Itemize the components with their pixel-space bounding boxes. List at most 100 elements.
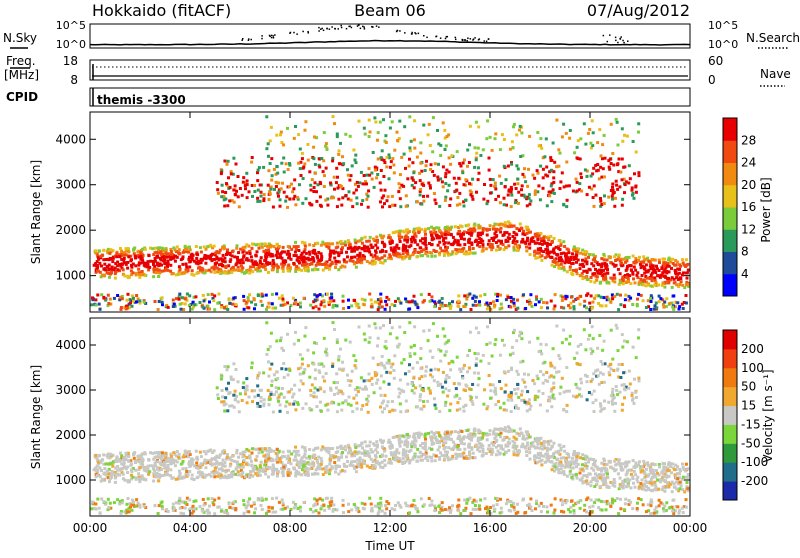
power-cell (538, 234, 541, 237)
power-cell (337, 198, 340, 201)
search-noise-point (462, 40, 464, 42)
power-cell (611, 297, 614, 300)
power-cell (499, 294, 502, 297)
velocity-cell (507, 425, 510, 428)
power-cell (462, 162, 465, 165)
power-cell (167, 306, 170, 309)
power-cell (595, 275, 598, 278)
velocity-cell (301, 446, 304, 449)
power-cell (254, 254, 257, 257)
power-cell (489, 184, 492, 187)
power-cell (601, 143, 604, 146)
velocity-cell (495, 446, 498, 449)
freq-panel: Freq. [MHz] 18 8 60 0 Nave (4, 54, 791, 87)
power-cell (598, 269, 601, 272)
power-cell (599, 281, 602, 284)
power-cell (361, 298, 364, 301)
power-cell (189, 248, 192, 251)
power-cell (429, 144, 432, 147)
power-cell (602, 253, 605, 256)
power-cell (281, 298, 284, 301)
power-cell (206, 305, 209, 308)
power-cell (537, 247, 540, 250)
velocity-cell (269, 466, 272, 469)
velocity-cell (536, 461, 539, 464)
power-cell (579, 158, 582, 161)
power-cell (510, 194, 513, 197)
power-cell (312, 157, 315, 160)
velocity-cell (156, 466, 159, 469)
power-cell (449, 307, 452, 310)
power-cell (272, 262, 275, 265)
velocity-cell (233, 460, 236, 463)
velocity-cell (368, 466, 371, 469)
power-cell (606, 268, 609, 271)
power-cell (323, 185, 326, 188)
power-cell (416, 200, 419, 203)
power-cell (510, 205, 513, 208)
velocity-cell (254, 458, 257, 461)
power-cell (682, 307, 685, 310)
power-cell (141, 248, 144, 251)
power-cell (507, 165, 510, 168)
velocity-cell (135, 478, 138, 481)
power-cell (358, 120, 361, 123)
velocity-cell (321, 445, 324, 448)
power-cell (635, 151, 638, 154)
power-cell (207, 293, 210, 296)
power-cell (678, 276, 681, 279)
power-cell (103, 267, 106, 270)
power-cell (368, 135, 371, 138)
power-cell (314, 181, 317, 184)
velocity-cell (346, 460, 349, 463)
velocity-cell (622, 487, 625, 490)
power-cell (269, 139, 272, 142)
power-cell (399, 302, 402, 305)
velocity-cell (178, 453, 181, 456)
velocity-cell (241, 463, 244, 466)
freq-label-line1: Freq. (6, 54, 36, 68)
velocity-cell (599, 485, 602, 488)
power-cell (163, 257, 166, 260)
power-cell (267, 271, 270, 274)
power-cell (179, 303, 182, 306)
search-noise-point (478, 39, 480, 41)
power-cell (561, 296, 564, 299)
search-noise-point (617, 42, 619, 44)
velocity-cell (430, 439, 433, 442)
power-cell (301, 157, 304, 160)
power-cell (561, 171, 564, 174)
power-cell (255, 243, 258, 246)
search-noise-point (318, 27, 320, 29)
power-cell (601, 157, 604, 160)
power-cell (99, 308, 102, 311)
velocity-cell (160, 455, 163, 458)
power-cell (433, 174, 436, 177)
power-cell (377, 131, 380, 134)
power-cell (134, 257, 137, 260)
velocity-cell (522, 435, 525, 438)
power-cell (303, 162, 306, 165)
power-cell (250, 161, 253, 164)
velocity-cell (193, 478, 196, 481)
velocity-cell (406, 433, 409, 436)
power-cell (350, 174, 353, 177)
search-noise-point (615, 37, 617, 39)
power-cell (318, 308, 321, 311)
power-cell (297, 260, 300, 263)
power-cell (569, 265, 572, 268)
power-cell (297, 256, 300, 259)
power-cell (166, 260, 169, 263)
power-cell (586, 175, 589, 178)
power-cell (540, 237, 543, 240)
colorbar-swatch (723, 140, 737, 163)
power-cell (512, 240, 515, 243)
velocity-cell (328, 463, 331, 466)
power-cell (456, 241, 459, 244)
colorbar-swatch (723, 185, 737, 208)
power-cell (418, 172, 421, 175)
velocity-cell (573, 461, 576, 464)
power-cell (251, 270, 254, 273)
power-cell (586, 292, 589, 295)
